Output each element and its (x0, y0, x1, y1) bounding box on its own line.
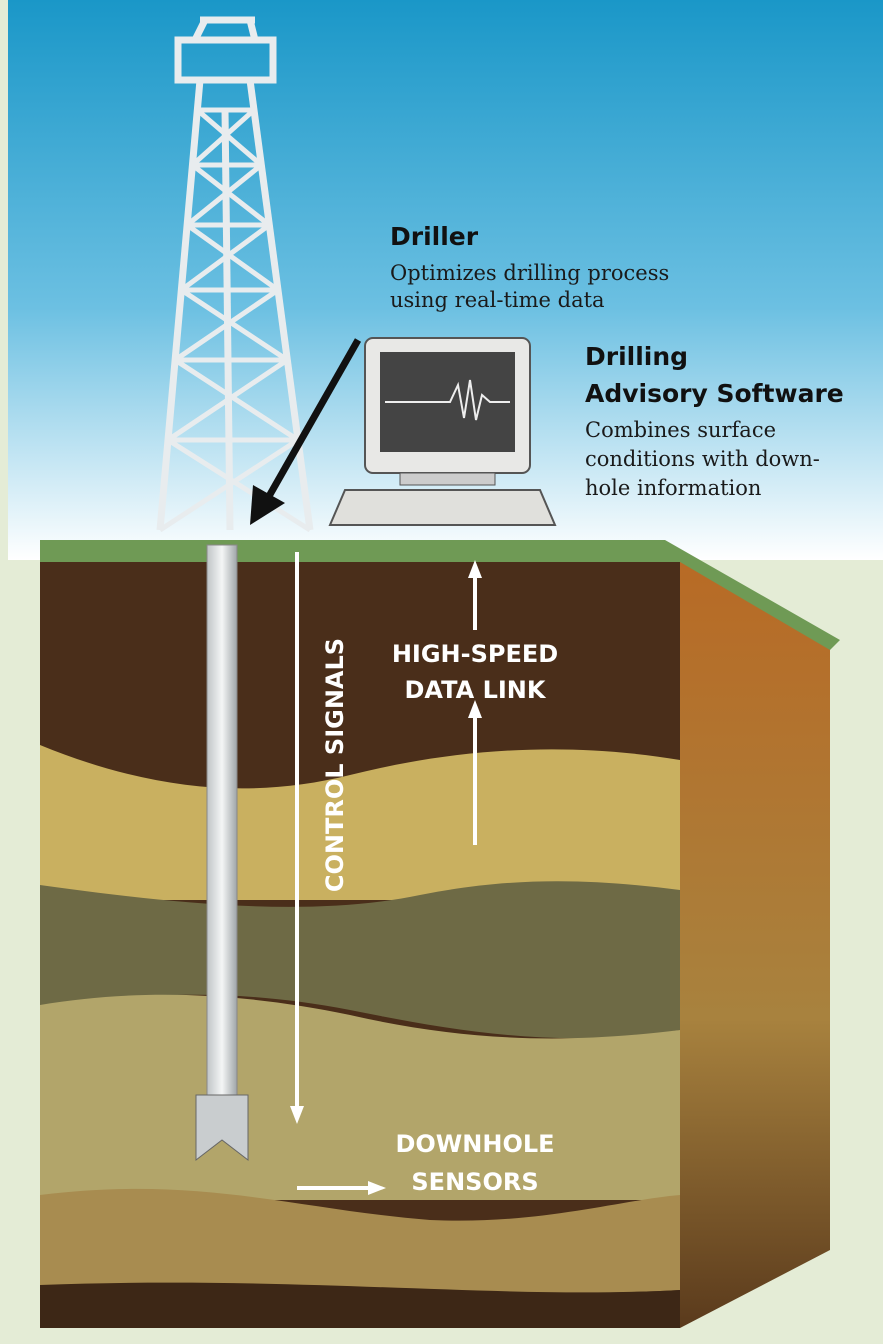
derrick-brace (179, 222, 271, 293)
driller-text: using real-time data (390, 288, 605, 312)
derrick-brace (166, 357, 289, 443)
derrick-brace (190, 108, 256, 167)
software-text: Combines surface (585, 418, 776, 442)
waveform (385, 379, 510, 421)
derrick-brace (190, 163, 271, 227)
arrowhead (290, 1106, 304, 1124)
drill-bit (195, 1094, 249, 1162)
control-arrows (295, 552, 477, 1190)
derrick-leg (246, 79, 314, 531)
stratum (40, 1282, 680, 1328)
derrick-brace (173, 287, 280, 363)
data-link-label: HIGH-SPEED (392, 640, 558, 668)
keyboard (328, 489, 557, 526)
arrowhead (468, 560, 482, 578)
sensors-label: SENSORS (411, 1168, 538, 1196)
driller-arrow (264, 338, 362, 500)
ground-top (40, 540, 840, 650)
derrick-brace (173, 357, 300, 443)
derrick-brace (185, 163, 263, 227)
driller-title: Driller (390, 222, 479, 251)
stratum (40, 881, 680, 1039)
derrick-brace (195, 108, 263, 167)
control-signals-label: CONTROL SIGNALS (321, 638, 349, 892)
derrick-brace (185, 222, 280, 293)
software-text: hole information (585, 476, 761, 500)
driller-text: Optimizes drilling process (390, 261, 669, 285)
software-title: Advisory Software (585, 379, 844, 408)
software-title: Drilling (585, 342, 688, 371)
derrick (156, 16, 314, 533)
crown (174, 36, 277, 84)
arrowhead (468, 700, 482, 718)
arrowhead (368, 1181, 386, 1195)
stratum (40, 1188, 680, 1293)
derrick-brace (158, 437, 300, 533)
data-link-label: DATA LINK (405, 676, 547, 704)
monitor-base (399, 472, 496, 486)
software-text: conditions with down- (585, 447, 820, 471)
sensors-label: DOWNHOLE (395, 1130, 554, 1158)
derrick-brace (179, 287, 289, 363)
derrick-leg (156, 79, 204, 531)
drill-pipe (206, 544, 238, 1101)
derrick-brace (166, 437, 312, 533)
arrowhead (250, 485, 285, 525)
ground-side (680, 555, 830, 1328)
stratum (40, 745, 680, 900)
